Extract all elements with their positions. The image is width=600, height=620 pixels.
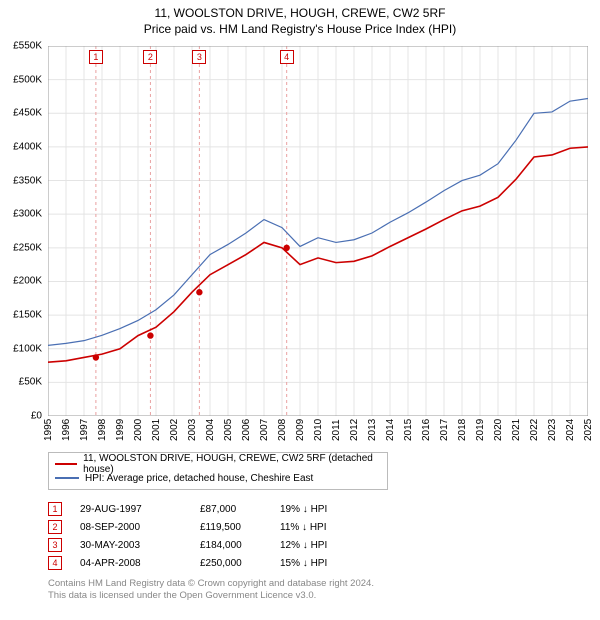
title-subtitle: Price paid vs. HM Land Registry's House … [0,22,600,38]
event-date: 04-APR-2008 [80,558,200,569]
x-axis-label: 2019 [475,427,486,441]
y-axis-label: £500K [2,74,42,85]
event-date: 30-MAY-2003 [80,540,200,551]
page: 11, WOOLSTON DRIVE, HOUGH, CREWE, CW2 5R… [0,0,600,620]
chart-title: 11, WOOLSTON DRIVE, HOUGH, CREWE, CW2 5R… [0,0,600,37]
x-axis-label: 2015 [403,427,414,441]
y-axis-label: £200K [2,276,42,287]
event-row: 2 08-SEP-2000 £119,500 11% ↓ HPI [48,518,360,536]
x-axis-label: 1998 [97,427,108,441]
event-row: 4 04-APR-2008 £250,000 15% ↓ HPI [48,554,360,572]
y-axis-label: £250K [2,242,42,253]
y-axis-label: £350K [2,175,42,186]
event-marker-box: 4 [48,556,62,570]
x-axis-label: 2010 [313,427,324,441]
x-axis-label: 2024 [565,427,576,441]
x-axis-label: 1996 [61,427,72,441]
x-axis-label: 2012 [349,427,360,441]
footer-line: Contains HM Land Registry data © Crown c… [48,578,374,590]
x-axis-label: 2023 [547,427,558,441]
event-marker-box: 3 [48,538,62,552]
chart-event-marker: 3 [192,50,206,64]
x-axis-label: 2004 [205,427,216,441]
legend-item: 11, WOOLSTON DRIVE, HOUGH, CREWE, CW2 5R… [55,457,381,471]
x-axis-label: 2000 [133,427,144,441]
x-axis-label: 1999 [115,427,126,441]
y-axis-label: £100K [2,343,42,354]
legend-swatch [55,463,77,465]
footer-attribution: Contains HM Land Registry data © Crown c… [48,578,374,602]
x-axis-label: 1995 [43,427,54,441]
x-axis-label: 2018 [457,427,468,441]
x-axis-label: 2017 [439,427,450,441]
x-axis-label: 2025 [583,427,594,441]
event-date: 08-SEP-2000 [80,522,200,533]
event-marker-box: 1 [48,502,62,516]
title-address: 11, WOOLSTON DRIVE, HOUGH, CREWE, CW2 5R… [0,6,600,22]
event-price: £119,500 [200,522,280,533]
y-axis-label: £150K [2,310,42,321]
x-axis-label: 1997 [79,427,90,441]
y-axis-label: £300K [2,209,42,220]
line-chart [48,46,588,416]
x-axis-label: 2008 [277,427,288,441]
y-axis-label: £400K [2,141,42,152]
event-price: £250,000 [200,558,280,569]
chart-event-marker: 1 [89,50,103,64]
event-delta: 15% ↓ HPI [280,558,360,569]
legend-swatch [55,477,79,479]
event-table: 1 29-AUG-1997 £87,000 19% ↓ HPI 2 08-SEP… [48,500,360,572]
x-axis-label: 2020 [493,427,504,441]
y-axis-label: £450K [2,108,42,119]
x-axis-label: 2021 [511,427,522,441]
y-axis-label: £50K [2,377,42,388]
x-axis-label: 2009 [295,427,306,441]
event-row: 3 30-MAY-2003 £184,000 12% ↓ HPI [48,536,360,554]
x-axis-label: 2013 [367,427,378,441]
chart-area: 1234£0£50K£100K£150K£200K£250K£300K£350K… [48,46,588,416]
event-marker-box: 2 [48,520,62,534]
x-axis-label: 2002 [169,427,180,441]
chart-event-marker: 4 [280,50,294,64]
x-axis-label: 2011 [331,427,342,441]
legend: 11, WOOLSTON DRIVE, HOUGH, CREWE, CW2 5R… [48,452,388,490]
event-date: 29-AUG-1997 [80,504,200,515]
x-axis-label: 2007 [259,427,270,441]
legend-label: HPI: Average price, detached house, Ches… [85,473,313,484]
event-delta: 12% ↓ HPI [280,540,360,551]
event-row: 1 29-AUG-1997 £87,000 19% ↓ HPI [48,500,360,518]
x-axis-label: 2003 [187,427,198,441]
x-axis-label: 2016 [421,427,432,441]
y-axis-label: £0 [2,411,42,422]
y-axis-label: £550K [2,41,42,52]
event-delta: 11% ↓ HPI [280,522,360,533]
x-axis-label: 2001 [151,427,162,441]
event-price: £87,000 [200,504,280,515]
event-price: £184,000 [200,540,280,551]
x-axis-label: 2014 [385,427,396,441]
x-axis-label: 2022 [529,427,540,441]
event-delta: 19% ↓ HPI [280,504,360,515]
x-axis-label: 2006 [241,427,252,441]
x-axis-label: 2005 [223,427,234,441]
chart-event-marker: 2 [143,50,157,64]
footer-line: This data is licensed under the Open Gov… [48,590,374,602]
